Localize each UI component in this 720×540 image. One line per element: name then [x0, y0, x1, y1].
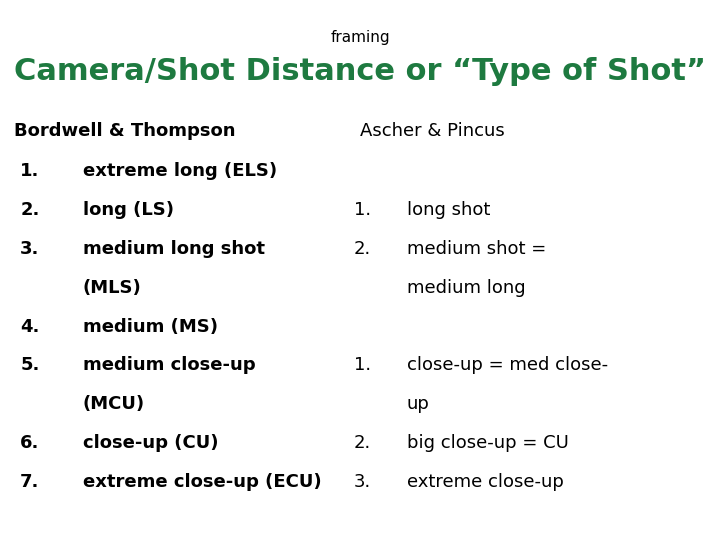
Text: close-up = med close-: close-up = med close- — [407, 356, 608, 374]
Text: 6.: 6. — [20, 434, 40, 452]
Text: 1.: 1. — [20, 162, 40, 180]
Text: (MCU): (MCU) — [83, 395, 145, 413]
Text: 2.: 2. — [354, 240, 371, 258]
Text: big close-up = CU: big close-up = CU — [407, 434, 569, 452]
Text: Bordwell & Thompson: Bordwell & Thompson — [14, 122, 236, 139]
Text: (MLS): (MLS) — [83, 279, 142, 296]
Text: medium shot =: medium shot = — [407, 240, 546, 258]
Text: long (LS): long (LS) — [83, 201, 174, 219]
Text: 5.: 5. — [20, 356, 40, 374]
Text: 1.: 1. — [354, 356, 371, 374]
Text: close-up (CU): close-up (CU) — [83, 434, 218, 452]
Text: medium close-up: medium close-up — [83, 356, 256, 374]
Text: 3.: 3. — [354, 473, 371, 491]
Text: up: up — [407, 395, 430, 413]
Text: 1.: 1. — [354, 201, 371, 219]
Text: 4.: 4. — [20, 318, 40, 335]
Text: long shot: long shot — [407, 201, 490, 219]
Text: 7.: 7. — [20, 473, 40, 491]
Text: medium long: medium long — [407, 279, 526, 296]
Text: 2.: 2. — [20, 201, 40, 219]
Text: 2.: 2. — [354, 434, 371, 452]
Text: Camera/Shot Distance or “Type of Shot”: Camera/Shot Distance or “Type of Shot” — [14, 57, 706, 86]
Text: medium long shot: medium long shot — [83, 240, 265, 258]
Text: extreme close-up: extreme close-up — [407, 473, 564, 491]
Text: 3.: 3. — [20, 240, 40, 258]
Text: Ascher & Pincus: Ascher & Pincus — [360, 122, 505, 139]
Text: extreme long (ELS): extreme long (ELS) — [83, 162, 277, 180]
Text: extreme close-up (ECU): extreme close-up (ECU) — [83, 473, 321, 491]
Text: framing: framing — [330, 30, 390, 45]
Text: medium (MS): medium (MS) — [83, 318, 218, 335]
